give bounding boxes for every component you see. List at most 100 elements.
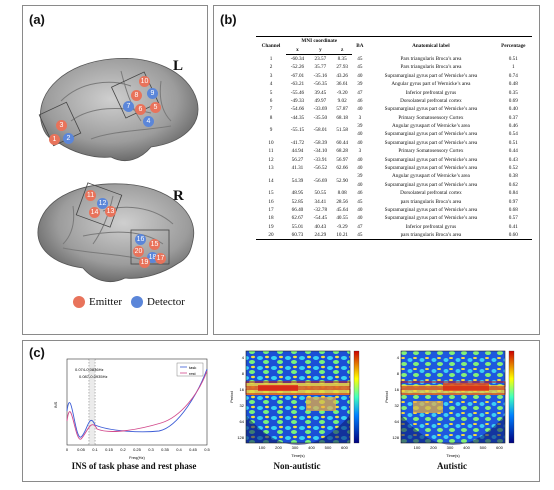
cell-channel: 5 [269, 89, 273, 96]
panel-b: (b) Channel MNI coordinate BA Anatomical… [213, 5, 540, 335]
cell-label: Supramarginal gyrus part of Wernicke’s a… [384, 131, 478, 138]
wtc2-x-ticks: 100 200 300 400 500 600 [414, 445, 504, 450]
cell-x: 52.85 [291, 198, 304, 205]
wtc-y-tick: 8 [242, 371, 245, 376]
cell-pct: 0.40 [508, 106, 518, 113]
col-x: x [285, 45, 309, 55]
wtc-y-tick: 128 [392, 435, 399, 440]
cell-z: -9.20 [336, 89, 348, 96]
cell-channel: 11 [268, 148, 274, 155]
cell-y: 35.77 [314, 64, 327, 71]
cell-pct: 0.84 [508, 190, 518, 197]
cell-y: 39.45 [314, 89, 327, 96]
cell-y: 49.97 [314, 97, 327, 104]
cell-label: Inferior prefrontal gyrus [405, 223, 457, 230]
channel-7: 7 [123, 101, 134, 112]
col-channel: Channel [256, 36, 286, 55]
cell-channel: 6 [269, 97, 273, 104]
cell-channel: 9 [269, 127, 273, 134]
cell-y: -33.69 [313, 106, 328, 113]
channel-20: 20 [133, 246, 144, 257]
cell-ba: 40 [357, 131, 363, 138]
table-row: 10 -41.72 -58.39 60.44 40 Supramarginal gyrus… [256, 139, 532, 147]
cell-pct: 0.43 [508, 156, 518, 163]
table-row: 5 -55.46 39.45 -9.20 47 Inferior prefrontal g… [256, 88, 532, 96]
table-row: 6 -49.33 49.97 9.02 46 Dorsolateral prefronta… [256, 97, 532, 105]
cell-ba: 40 [357, 72, 363, 79]
cell-z: 8.08 [337, 190, 347, 197]
cell-label: pars triangularis Broca’s area [367, 230, 495, 241]
cell-y: -56.35 [313, 81, 328, 88]
cell-x: -49.33 [290, 97, 305, 104]
wtc-autistic: 4 8 16 32 64 128 100 200 300 400 500 600 Time(s) P… [384, 350, 515, 458]
wtc-non-autistic: 4 8 16 32 64 128 100 200 300 400 500 600 Time(s) P… [229, 350, 360, 458]
cell-x: -67.01 [290, 72, 305, 79]
cell-pct: 0.51 [508, 55, 518, 62]
line-x-ticks: 0 0.05 0.1 0.15 0.2 0.25 0.3 0.35 0.4 0.45 0.5 [66, 447, 211, 452]
table-row: 20 60.73 24.29 10.21 45 pars triangularis Bro… [256, 230, 532, 241]
table-row: 8 -44.35 -35.50 68.18 3 Primary Somatosensory… [256, 114, 532, 122]
table-row: 19 55.01 40.43 -9.29 47 Inferior prefrontal g… [256, 223, 532, 231]
channel-2: 2 [63, 133, 74, 144]
cell-label: Dorsolateral prefrontal cortex [400, 190, 462, 197]
channel-1: 1 [49, 134, 60, 145]
cell-label: Dorsolateral prefrontal cortex [400, 97, 462, 104]
channel-4: 4 [143, 116, 154, 127]
cell-y: 50.55 [314, 190, 327, 197]
wtc-y-tick: 32 [395, 403, 400, 408]
channel-19: 19 [139, 257, 150, 268]
detector-legend: Detector [131, 296, 185, 308]
wtc1-x-ticks: 100 200 300 400 500 600 [259, 445, 349, 450]
mni-coordinate-table: Channel MNI coordinate BA Anatomical lab… [256, 36, 532, 241]
table-row: 16 52.85 34.41 28.56 45 pars triangularis Bro… [256, 197, 532, 205]
cell-ba: 3 [358, 148, 362, 155]
cell-z: 60.44 [336, 139, 348, 146]
line-ylabel: INS [53, 401, 58, 408]
wtc-x-tick: 400 [463, 445, 470, 450]
cell-label: Primary Somatosensory Cortex [398, 114, 464, 121]
channel-5: 5 [150, 102, 161, 113]
line-x-tick: 0.15 [105, 447, 114, 452]
cell-x: 41.31 [291, 165, 304, 172]
wtc-y-tick: 8 [397, 371, 400, 376]
panel-c-label: (c) [29, 345, 45, 360]
cell-z: 36.61 [336, 81, 348, 88]
cell-ba: 40 [357, 181, 363, 188]
wtc-x-tick: 300 [447, 445, 454, 450]
cell-z: 40.55 [336, 215, 348, 222]
line-x-tick: 0.2 [120, 447, 126, 452]
channel-6: 6 [135, 104, 146, 115]
cell-y: 24.29 [308, 230, 332, 241]
cell-ba: 47 [357, 223, 363, 230]
cell-channel: 4 [269, 81, 273, 88]
cell-channel: 10 [268, 139, 274, 146]
wtc-x-tick: 100 [414, 445, 421, 450]
detector-legend-dot [131, 296, 143, 308]
cell-label: Inferior prefrontal gyrus [405, 89, 457, 96]
line-x-tick: 0.5 [204, 447, 210, 452]
cell-y: 40.43 [314, 223, 327, 230]
cell-x: -44.35 [290, 114, 305, 121]
table-row: 12 56.27 -33.91 56.97 40 Supramarginal gyrus … [256, 155, 532, 163]
cell-label: pars triangularis Broca’s area [400, 198, 462, 205]
annotation-2: 0.087-0.0935Hz [79, 374, 107, 379]
table-row: 2 -52.26 35.77 27.93 45 Pars triangularis Bro… [256, 63, 532, 71]
cell-z: 10.21 [331, 230, 353, 241]
detector-legend-label: Detector [147, 296, 185, 308]
table-row: 9 -55.15 -58.01 51.58 39 Angular gyruspart of… [256, 122, 532, 133]
wtc1-caption: Non-autistic [273, 461, 321, 471]
cell-pct: 0.97 [508, 198, 518, 205]
cell-x: 62.67 [291, 215, 304, 222]
cell-ba: 45 [357, 64, 363, 71]
cell-z: 28.56 [336, 198, 348, 205]
line-chart-caption: INS of task phase and rest phase [71, 461, 197, 471]
cell-ba: 40 [357, 156, 363, 163]
cell-z: 8.35 [337, 55, 347, 62]
cell-channel: 16 [268, 198, 274, 205]
line-x-tick: 0.25 [133, 447, 142, 452]
cell-x: 60.73 [285, 230, 309, 241]
cell-x: -54.66 [290, 106, 305, 113]
cell-channel: 17 [268, 207, 274, 213]
wtc-x-tick: 400 [308, 445, 315, 450]
cell-x: -63.21 [290, 81, 305, 88]
